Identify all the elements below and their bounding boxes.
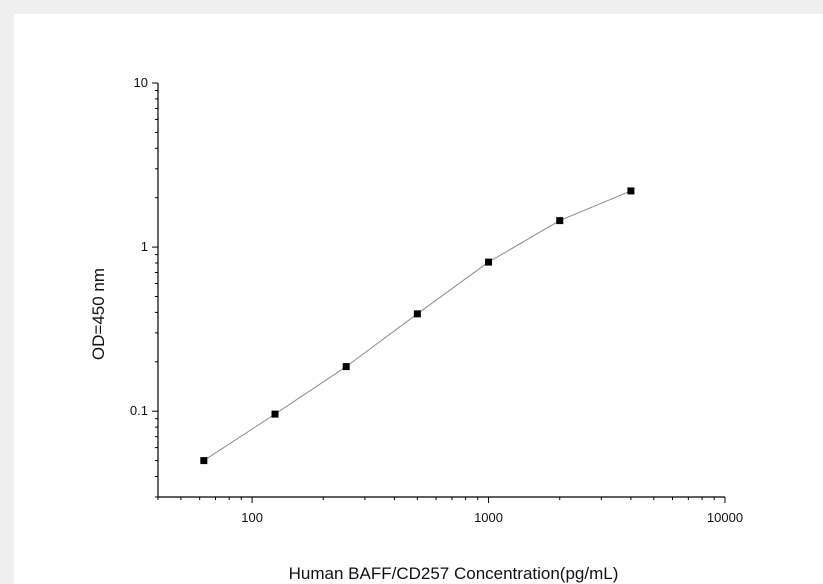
data-point bbox=[271, 410, 279, 418]
calibration-chart: 0.1 1 10 100 1000 10000 Human BAFF/CD257 Con… bbox=[89, 75, 743, 583]
y-axis-title: OD=450 nm bbox=[89, 268, 108, 360]
data-point bbox=[627, 187, 635, 195]
x-tick-label: 10000 bbox=[707, 510, 743, 525]
data-point bbox=[485, 258, 493, 266]
y-tick-label: 0.1 bbox=[130, 403, 148, 418]
plot-series bbox=[200, 187, 635, 465]
data-point bbox=[556, 217, 564, 225]
data-point bbox=[413, 310, 421, 318]
x-axis-title: Human BAFF/CD257 Concentration(pg/mL) bbox=[289, 564, 619, 583]
x-tick-label: 100 bbox=[241, 510, 263, 525]
series-line bbox=[203, 190, 632, 462]
y-axis bbox=[152, 82, 159, 498]
data-point bbox=[342, 363, 350, 371]
x-tick-labels: 100 1000 10000 bbox=[241, 510, 743, 525]
x-tick-label: 1000 bbox=[474, 510, 503, 525]
y-tick-label: 1 bbox=[141, 239, 148, 254]
chart-panel: 0.1 1 10 100 1000 10000 Human BAFF/CD257 Con… bbox=[14, 14, 823, 584]
y-tick-label: 10 bbox=[134, 75, 148, 90]
x-axis bbox=[157, 496, 726, 503]
data-point bbox=[200, 457, 208, 465]
y-tick-labels: 0.1 1 10 bbox=[130, 75, 148, 418]
